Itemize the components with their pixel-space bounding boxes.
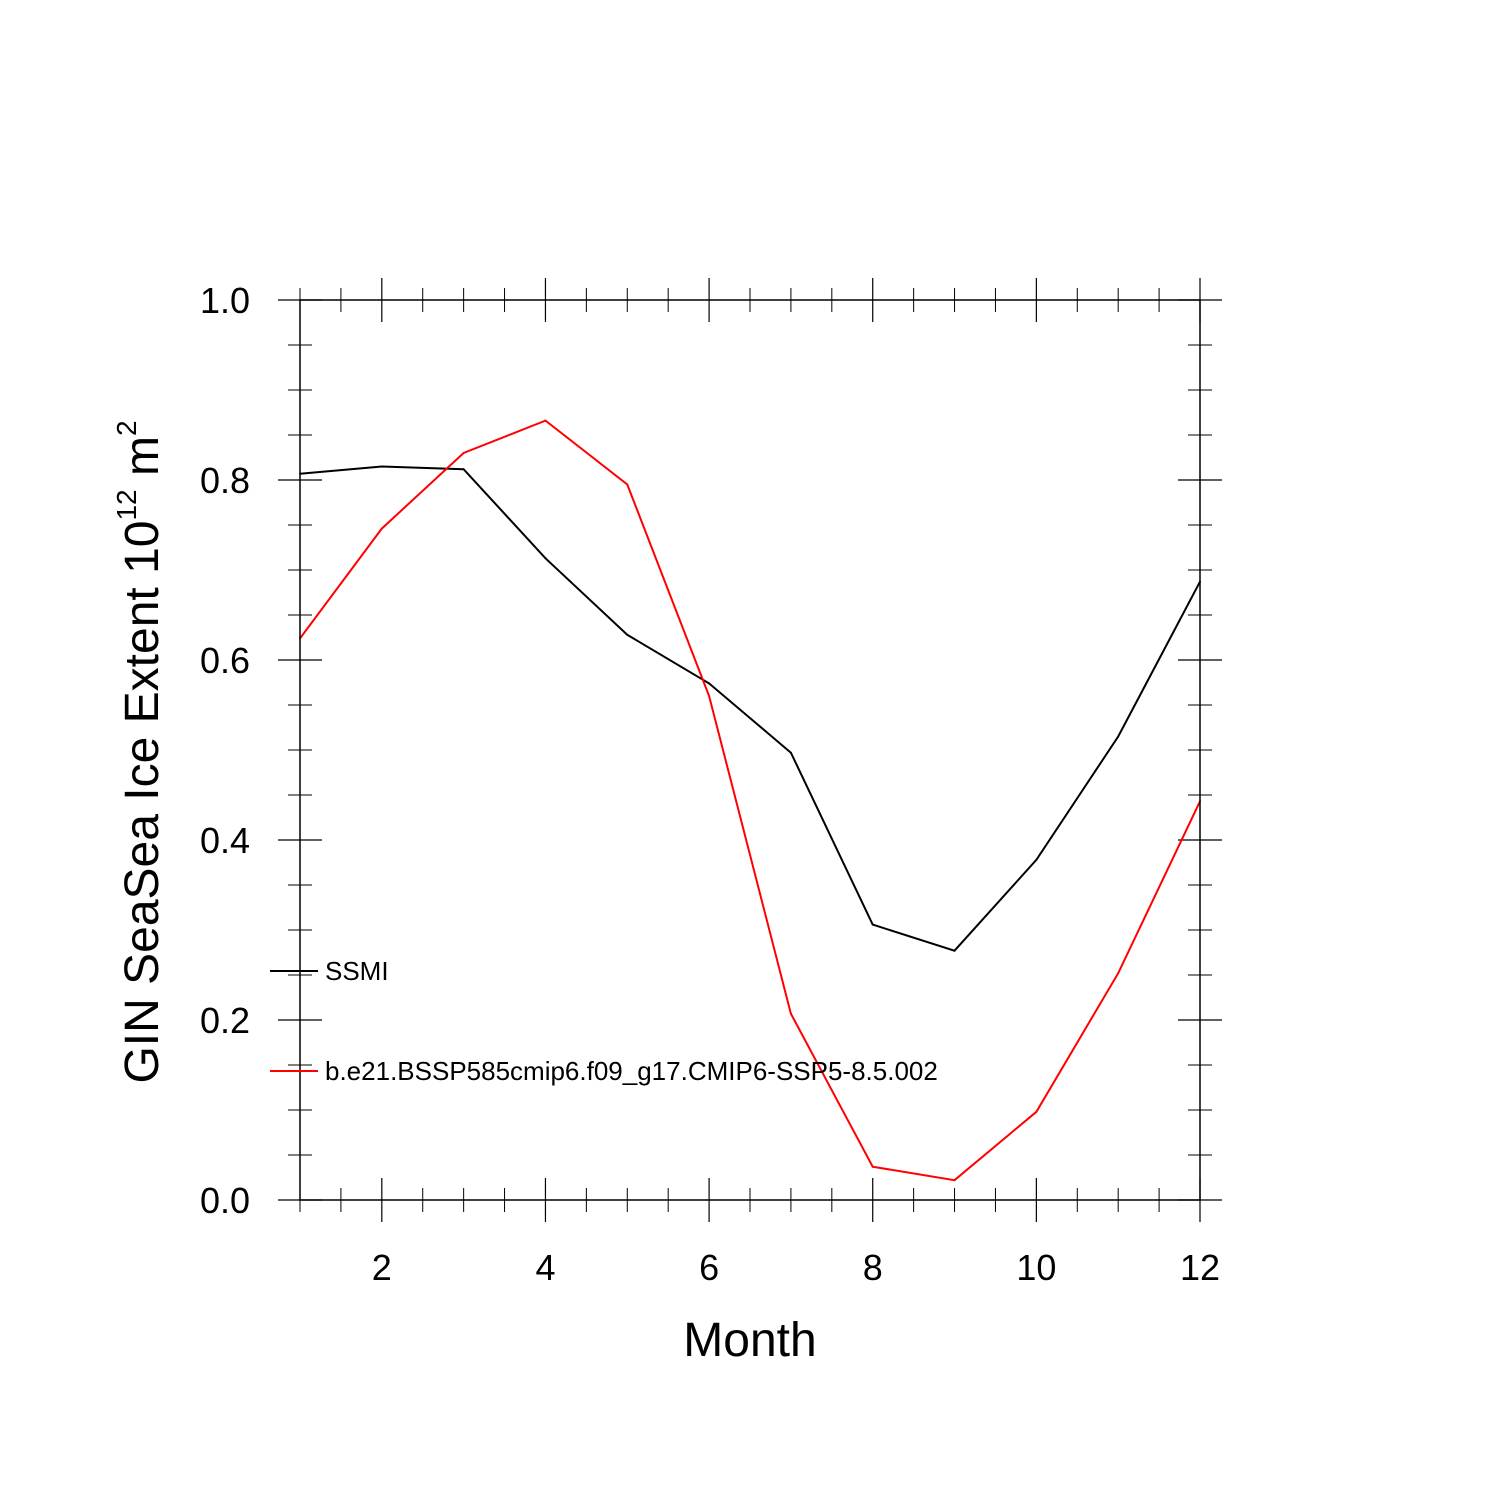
data-point-series-1 [1035,1110,1038,1113]
x-tick-label: 6 [699,1247,719,1288]
x-tick-label: 12 [1180,1247,1220,1288]
y-tick-label: 0.6 [200,640,250,681]
data-point-series-0 [871,923,874,926]
data-point-series-0 [953,949,956,952]
plot-frame [299,299,1201,1201]
data-point-series-0 [1035,858,1038,861]
series-line-1 [299,419,1201,1182]
x-tick-label: 2 [372,1247,392,1288]
data-point-series-0 [708,682,711,685]
y-tick-label: 0.8 [200,460,250,501]
data-point-series-0 [1117,735,1120,738]
data-point-series-1 [462,452,465,454]
series-layer [299,419,1201,1182]
data-point-series-1 [789,1012,792,1015]
data-point-series-0 [544,557,547,560]
data-point-series-0 [462,468,465,471]
data-point-series-1 [626,483,629,486]
y-axis-title-unit: m [116,436,169,489]
tick-labels: 2 4 6 8 10 12 0.0 0.2 0.4 0.6 0.8 1.0 [200,280,1220,1288]
legend: SSMI b.e21.BSSP585cmip6.f09_g17.CMIP6-SS… [270,956,938,1086]
legend-label-ssmi: SSMI [325,956,389,986]
data-point-series-1 [544,419,547,422]
y-axis-title: GIN SeaSea Ice Extent 1012 m2 [111,420,169,1083]
data-point-series-0 [380,465,383,468]
y-tick-label: 0.0 [200,1180,250,1221]
data-point-series-0 [789,751,792,754]
legend-label-model: b.e21.BSSP585cmip6.f09_g17.CMIP6-SSP5-8.… [325,1056,938,1086]
y-tick-label: 0.2 [200,1000,250,1041]
x-tick-label: 8 [863,1247,883,1288]
data-point-series-1 [708,695,711,697]
x-axis-title: Month [683,1314,816,1367]
data-point-series-1 [871,1165,874,1168]
data-point-series-0 [626,633,629,636]
y-tick-label: 1.0 [200,280,250,321]
data-point-series-1 [1117,972,1120,975]
x-tick-label: 10 [1016,1247,1056,1288]
y-axis-title-main: GIN SeaSea Ice Extent 10 [116,521,169,1084]
series-line-0 [299,465,1201,952]
x-tick-label: 4 [535,1247,555,1288]
y-axis-title-exponent-2: 2 [111,420,142,436]
minor-ticks [288,288,1212,1212]
y-tick-label: 0.4 [200,820,250,861]
data-point-series-1 [380,527,383,530]
y-axis-title-exponent-1: 12 [111,489,142,520]
data-point-series-1 [953,1179,956,1182]
